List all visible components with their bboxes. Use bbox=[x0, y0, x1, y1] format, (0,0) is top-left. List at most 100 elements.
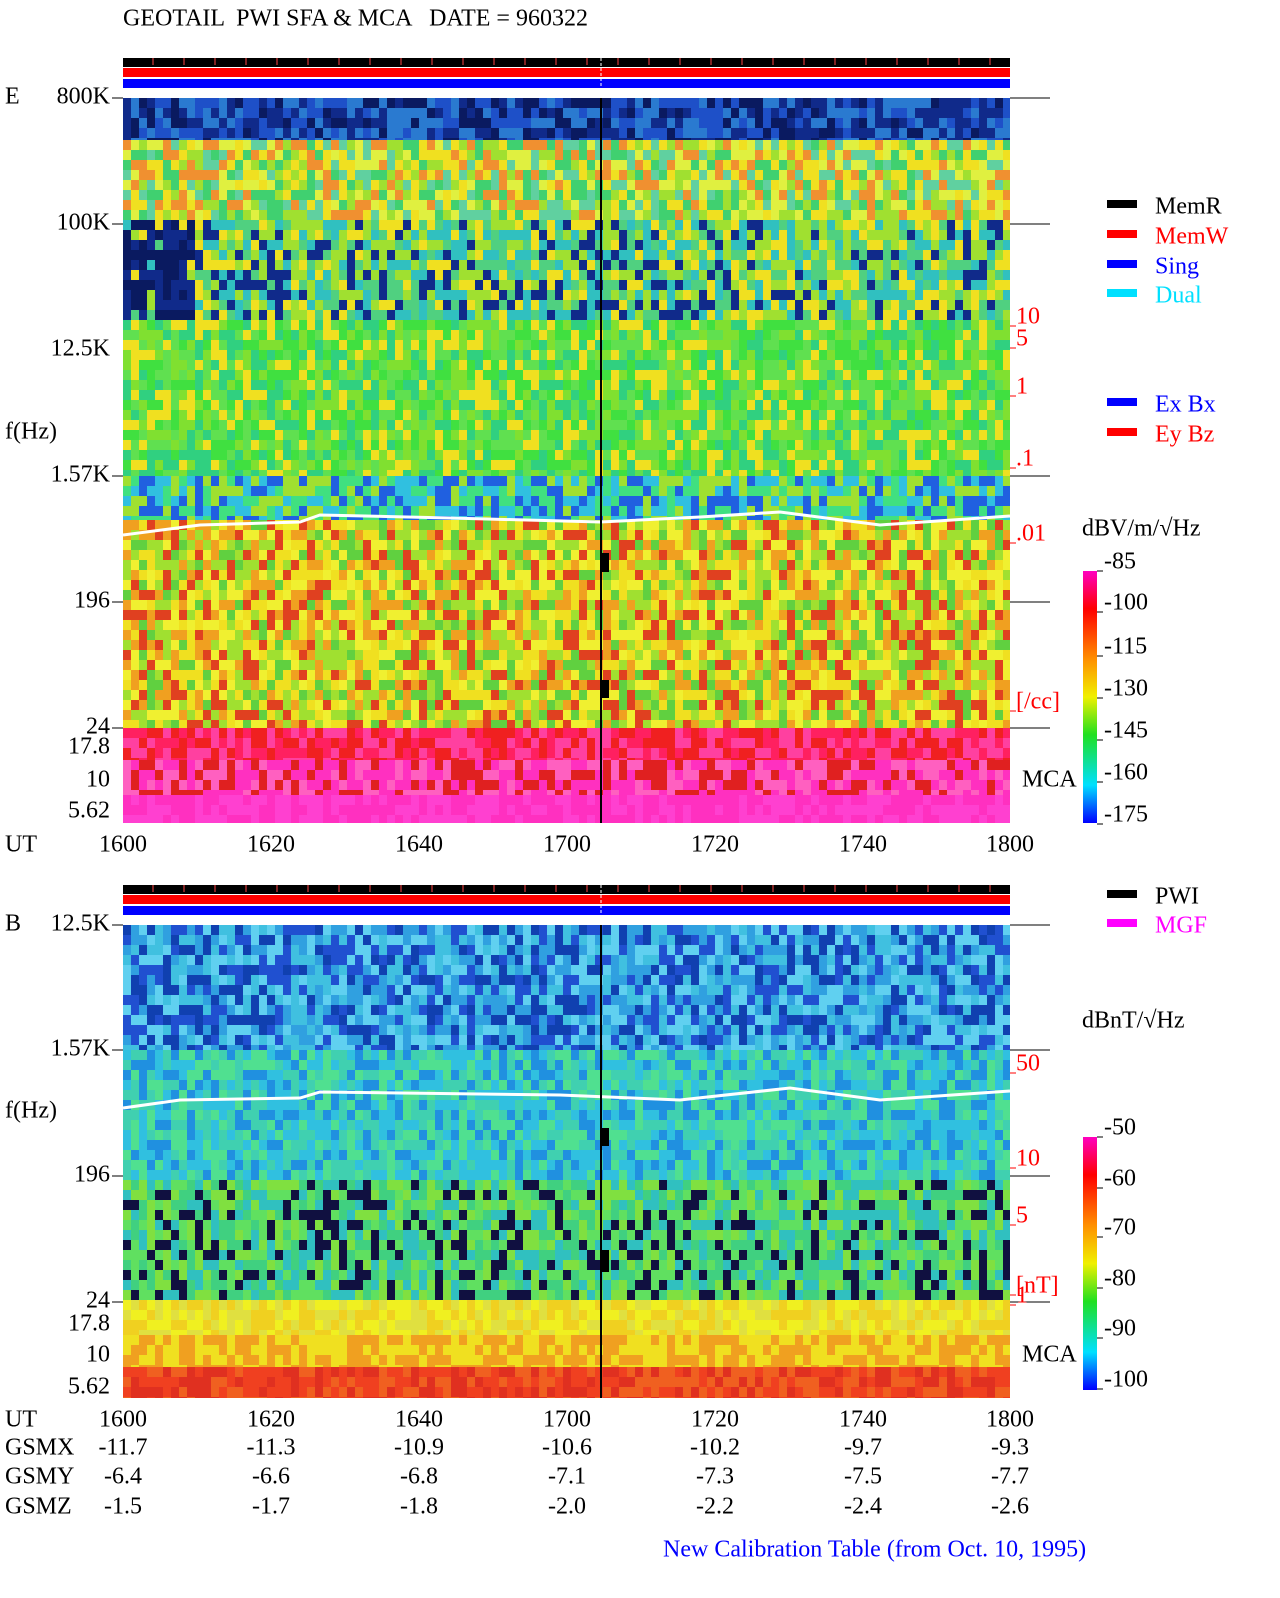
spectrogram-cell bbox=[523, 98, 531, 108]
spectrogram-cell bbox=[755, 150, 763, 160]
spectrogram-cell bbox=[947, 290, 955, 300]
spectrogram-cell bbox=[731, 190, 739, 200]
spectrogram-cell bbox=[371, 430, 379, 440]
spectrogram-cell bbox=[411, 250, 419, 260]
spectrogram-cell bbox=[171, 506, 179, 516]
spectrogram-cell bbox=[235, 140, 243, 150]
spectrogram-cell bbox=[843, 230, 851, 240]
spectrogram-cell bbox=[803, 200, 811, 210]
spectrogram-cell bbox=[563, 98, 571, 108]
spectrogram-cell bbox=[219, 516, 227, 520]
spectrogram-cell bbox=[483, 340, 491, 350]
spectrogram-cell bbox=[819, 506, 827, 516]
spectrogram-cell bbox=[475, 180, 483, 190]
spectrogram-cell bbox=[627, 330, 635, 340]
spectrogram-cell bbox=[851, 360, 859, 370]
spectrogram-cell bbox=[971, 280, 979, 290]
spectrogram-cell bbox=[339, 190, 347, 200]
spectrogram-cell bbox=[811, 360, 819, 370]
spectrogram-cell bbox=[467, 390, 475, 400]
spectrogram-cell bbox=[531, 240, 539, 250]
spectrogram-cell bbox=[195, 460, 203, 470]
spectrogram-cell bbox=[275, 138, 283, 140]
spectrogram-cell bbox=[195, 200, 203, 210]
spectrogram-cell bbox=[275, 280, 283, 290]
spectrogram-cell bbox=[683, 496, 691, 506]
spectrogram-cell bbox=[611, 460, 619, 470]
spectrogram-cell bbox=[683, 340, 691, 350]
spectrogram-cell bbox=[827, 98, 835, 108]
spectrogram-cell bbox=[219, 360, 227, 370]
spectrogram-cell bbox=[619, 420, 627, 430]
spectrogram-cell bbox=[643, 260, 651, 270]
spectrogram-cell bbox=[491, 476, 499, 486]
spectrogram-cell bbox=[843, 440, 851, 450]
spectrogram-cell bbox=[291, 290, 299, 300]
spectrogram-cell bbox=[331, 138, 339, 140]
spectrogram-cell bbox=[907, 118, 915, 128]
spectrogram-cell bbox=[979, 476, 987, 486]
spectrogram-cell bbox=[603, 180, 611, 190]
spectrogram-cell bbox=[139, 360, 147, 370]
spectrogram-cell bbox=[555, 160, 563, 170]
spectrogram-cell bbox=[171, 450, 179, 460]
spectrogram-cell bbox=[219, 420, 227, 430]
spectrogram-cell bbox=[483, 98, 491, 108]
spectrogram-cell bbox=[979, 496, 987, 506]
spectrogram-cell bbox=[451, 280, 459, 290]
spectrogram-cell bbox=[907, 350, 915, 360]
spectrogram-cell bbox=[275, 460, 283, 470]
spectrogram-cell bbox=[635, 180, 643, 190]
spectrogram-cell bbox=[907, 108, 915, 118]
spectrogram-cell bbox=[827, 200, 835, 210]
spectrogram-cell bbox=[819, 300, 827, 310]
spectrogram-cell bbox=[163, 118, 171, 128]
spectrogram-cell bbox=[947, 330, 955, 340]
spectrogram-cell bbox=[651, 138, 659, 140]
spectrogram-cell bbox=[179, 470, 187, 476]
spectrogram-cell bbox=[387, 440, 395, 450]
spectrogram-cell bbox=[875, 496, 883, 506]
spectrogram-cell bbox=[363, 240, 371, 250]
spectrogram-cell bbox=[147, 516, 155, 520]
spectrogram-cell bbox=[507, 118, 515, 128]
spectrogram-cell bbox=[875, 210, 883, 220]
spectrogram-cell bbox=[811, 506, 819, 516]
spectrogram-cell bbox=[691, 280, 699, 290]
spectrogram-cell bbox=[243, 250, 251, 260]
spectrogram-cell bbox=[283, 270, 291, 280]
spectrogram-cell bbox=[763, 240, 771, 250]
spectrogram-cell bbox=[907, 340, 915, 350]
spectrogram-cell bbox=[795, 140, 803, 150]
spectrogram-cell bbox=[835, 470, 843, 476]
spectrogram-cell bbox=[843, 486, 851, 496]
spectrogram-cell bbox=[283, 220, 291, 230]
spectrogram-cell bbox=[315, 440, 323, 450]
spectrogram-cell bbox=[387, 170, 395, 180]
spectrogram-cell bbox=[243, 360, 251, 370]
spectrogram-cell bbox=[627, 260, 635, 270]
spectrogram-cell bbox=[963, 450, 971, 460]
spectrogram-cell bbox=[611, 108, 619, 118]
spectrogram-cell bbox=[379, 470, 387, 476]
spectrogram-cell bbox=[891, 486, 899, 496]
spectrogram-cell bbox=[203, 300, 211, 310]
spectrogram-cell bbox=[795, 516, 803, 520]
spectrogram-cell bbox=[731, 476, 739, 486]
spectrogram-cell bbox=[867, 270, 875, 280]
spectrogram-cell bbox=[699, 220, 707, 230]
spectrogram-cell bbox=[467, 140, 475, 150]
spectrogram-cell bbox=[179, 250, 187, 260]
spectrogram-cell bbox=[963, 330, 971, 340]
spectrogram-cell bbox=[307, 410, 315, 420]
spectrogram-cell bbox=[515, 280, 523, 290]
spectrogram-cell bbox=[435, 440, 443, 450]
spectrogram-cell bbox=[859, 290, 867, 300]
spectrogram-cell bbox=[715, 300, 723, 310]
spectrogram-cell bbox=[491, 470, 499, 476]
spectrogram-cell bbox=[795, 180, 803, 190]
spectrogram-cell bbox=[755, 450, 763, 460]
spectrogram-cell bbox=[555, 230, 563, 240]
spectrogram-cell bbox=[147, 138, 155, 140]
spectrogram-cell bbox=[899, 190, 907, 200]
